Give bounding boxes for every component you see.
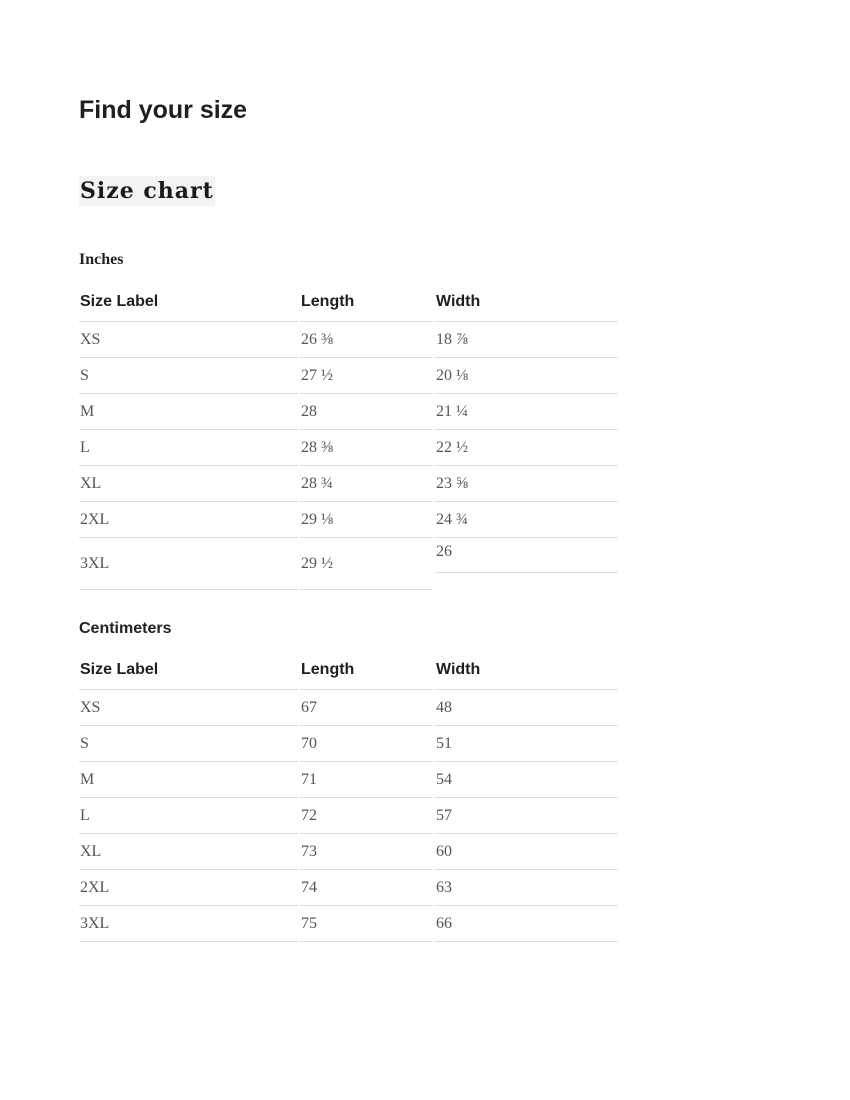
width-cell: 21 ¼ <box>435 394 618 430</box>
size-label-cell: M <box>79 394 298 430</box>
length-cell: 71 <box>300 762 433 798</box>
width-cell: 22 ½ <box>435 430 618 466</box>
table-row: S 70 51 <box>79 726 618 762</box>
length-cell: 27 ½ <box>300 358 433 394</box>
table-row: XS 67 48 <box>79 690 618 726</box>
table-row: L 28 ⅜ 22 ½ <box>79 430 618 466</box>
size-label-cell: XS <box>79 322 298 358</box>
width-cell: 66 <box>435 906 618 942</box>
table-row: 3XL 75 66 <box>79 906 618 942</box>
width-cell: 24 ¾ <box>435 502 618 538</box>
length-cell: 28 ¾ <box>300 466 433 502</box>
width-cell: 54 <box>435 762 618 798</box>
table-row: S 27 ½ 20 ⅛ <box>79 358 618 394</box>
page-title: Find your size <box>79 96 248 124</box>
width-cell-value: 26 <box>435 543 618 573</box>
table-row: XS 26 ⅜ 18 ⅞ <box>79 322 618 358</box>
size-label-cell: 2XL <box>79 502 298 538</box>
length-cell: 67 <box>300 690 433 726</box>
length-cell: 75 <box>300 906 433 942</box>
inches-heading: Inches <box>79 251 124 268</box>
column-header-size-label: Size Label <box>79 651 298 690</box>
size-label-cell: M <box>79 762 298 798</box>
width-cell: 23 ⅝ <box>435 466 618 502</box>
length-cell: 72 <box>300 798 433 834</box>
width-cell: 60 <box>435 834 618 870</box>
size-label-cell: 3XL <box>79 906 298 942</box>
table-row: XL 28 ¾ 23 ⅝ <box>79 466 618 502</box>
size-label-cell: XL <box>79 834 298 870</box>
size-label-cell: XL <box>79 466 298 502</box>
column-header-width: Width <box>435 651 618 690</box>
size-chart-heading: Size chart <box>79 176 215 206</box>
width-cell: 63 <box>435 870 618 906</box>
width-cell: 26 <box>435 538 618 590</box>
size-label-cell: 3XL <box>79 538 298 590</box>
width-cell: 48 <box>435 690 618 726</box>
size-label-cell: S <box>79 726 298 762</box>
table-row: L 72 57 <box>79 798 618 834</box>
centimeters-heading: Centimeters <box>79 620 172 637</box>
table-row: 3XL 29 ½ 26 <box>79 538 618 590</box>
column-header-width: Width <box>435 283 618 322</box>
size-label-cell: 2XL <box>79 870 298 906</box>
length-cell: 29 ½ <box>300 538 433 590</box>
length-cell: 73 <box>300 834 433 870</box>
table-row: XL 73 60 <box>79 834 618 870</box>
column-header-size-label: Size Label <box>79 283 298 322</box>
length-cell: 74 <box>300 870 433 906</box>
width-cell: 57 <box>435 798 618 834</box>
centimeters-size-table: Size Label Length Width XS 67 48 S 70 51… <box>77 651 620 942</box>
size-label-cell: S <box>79 358 298 394</box>
width-cell: 20 ⅛ <box>435 358 618 394</box>
length-cell: 29 ⅛ <box>300 502 433 538</box>
table-row: M 28 21 ¼ <box>79 394 618 430</box>
column-header-length: Length <box>300 651 433 690</box>
width-cell: 51 <box>435 726 618 762</box>
table-row: 2XL 74 63 <box>79 870 618 906</box>
length-cell: 26 ⅜ <box>300 322 433 358</box>
size-label-cell: L <box>79 430 298 466</box>
size-label-cell: XS <box>79 690 298 726</box>
length-cell: 28 ⅜ <box>300 430 433 466</box>
table-header-row: Size Label Length Width <box>79 651 618 690</box>
length-cell: 28 <box>300 394 433 430</box>
inches-size-table: Size Label Length Width XS 26 ⅜ 18 ⅞ S 2… <box>77 283 620 590</box>
table-row: 2XL 29 ⅛ 24 ¾ <box>79 502 618 538</box>
column-header-length: Length <box>300 283 433 322</box>
table-row: M 71 54 <box>79 762 618 798</box>
width-cell: 18 ⅞ <box>435 322 618 358</box>
size-label-cell: L <box>79 798 298 834</box>
length-cell: 70 <box>300 726 433 762</box>
table-header-row: Size Label Length Width <box>79 283 618 322</box>
